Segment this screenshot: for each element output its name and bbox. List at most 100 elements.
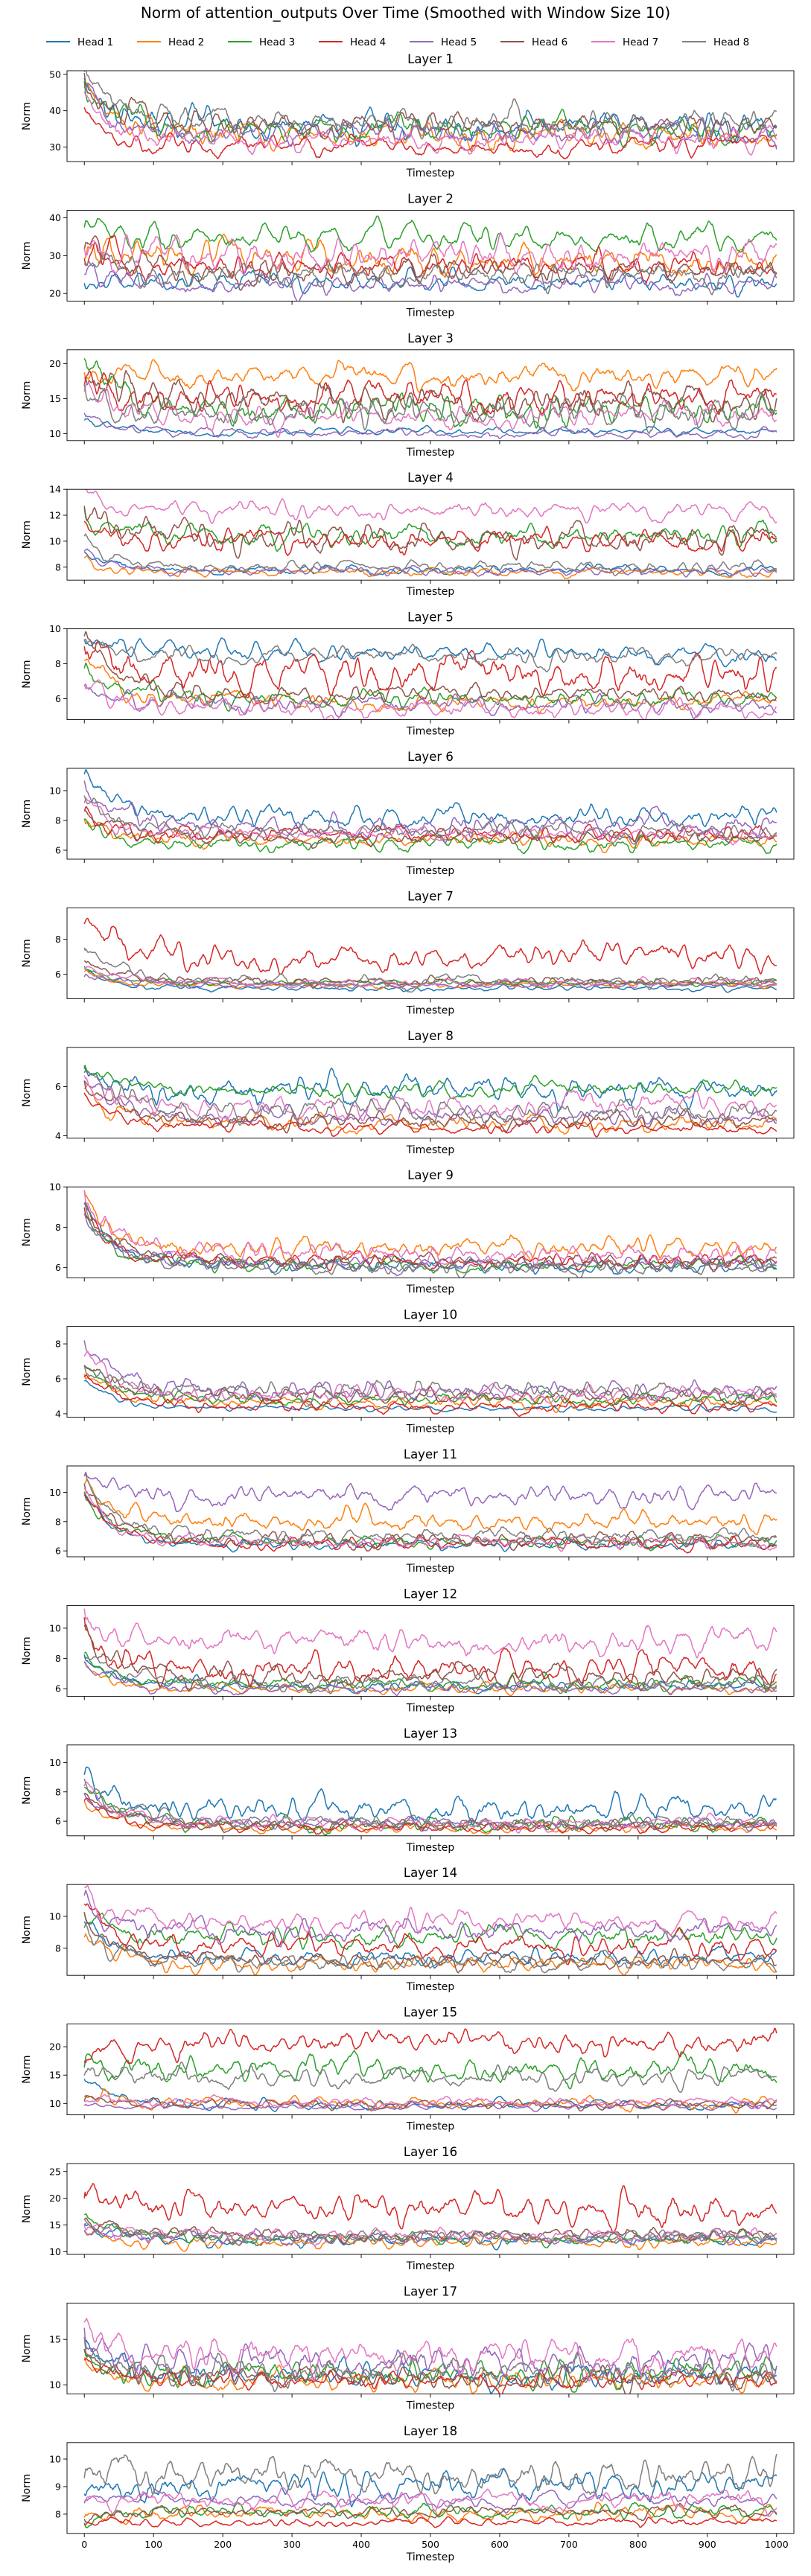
panel-title: Layer 1	[407, 52, 454, 66]
x-axis-label: Timestep	[406, 2551, 455, 2563]
series-line-head-8	[83, 2336, 777, 2393]
x-axis-label: Timestep	[406, 1563, 455, 1575]
series-line-head-6	[83, 1792, 777, 1834]
y-tick-label: 15	[49, 2219, 61, 2231]
y-tick-label: 10	[49, 2246, 61, 2257]
y-axis-label: Norm	[21, 2056, 33, 2084]
y-tick-label: 10	[49, 623, 61, 634]
x-tick-label: 900	[699, 2539, 716, 2550]
series-line-head-7	[83, 679, 777, 720]
series-group	[83, 215, 777, 302]
x-axis-label: Timestep	[406, 2400, 455, 2411]
series-line-head-3	[83, 1065, 777, 1100]
y-tick-label: 30	[49, 141, 61, 153]
series-group	[83, 917, 777, 993]
legend-label-2: Head 2	[168, 36, 204, 48]
series-line-head-1	[83, 77, 777, 147]
y-tick-label: 10	[49, 785, 61, 797]
panel-title: Layer 13	[404, 1727, 457, 1741]
x-axis-label: Timestep	[406, 2121, 455, 2133]
y-tick-label: 20	[49, 2041, 61, 2053]
x-axis-label: Timestep	[406, 586, 455, 598]
series-line-head-5	[83, 412, 777, 440]
series-line-head-7	[83, 1075, 777, 1121]
series-line-head-2	[83, 555, 777, 579]
series-line-head-8	[83, 1365, 777, 1407]
series-line-head-7	[83, 797, 777, 846]
series-line-head-4	[83, 1207, 777, 1272]
series-line-head-6	[83, 235, 777, 291]
panel-layer-6: Layer 6 6 8 10 Timestep Norm	[21, 750, 795, 877]
x-axis-label: Timestep	[406, 447, 455, 459]
y-tick-label: 10	[49, 2098, 61, 2109]
legend: Head 1 Head 2 Head 3 Head 4 Head 5 Head 6 Head…	[46, 36, 749, 48]
series-line-head-8	[83, 2062, 777, 2094]
y-tick-label: 25	[49, 2166, 61, 2177]
series-line-head-8	[83, 533, 777, 577]
y-tick-label: 10	[49, 1757, 61, 1768]
series-line-head-1	[83, 266, 777, 298]
y-tick-label: 6	[55, 845, 61, 856]
series-line-head-4	[83, 806, 777, 844]
series-line-head-3	[83, 1912, 777, 1953]
series-line-head-6	[83, 631, 777, 707]
y-axis-label: Norm	[21, 381, 33, 409]
panel-title: Layer 6	[407, 750, 454, 764]
y-tick-label: 6	[55, 969, 61, 980]
series-line-head-7	[83, 1884, 777, 1936]
panel-layer-9: Layer 9 6 8 10 Timestep Norm	[21, 1168, 795, 1295]
series-line-head-8	[83, 252, 777, 296]
series-line-head-3	[83, 1491, 777, 1552]
panel-layer-4: Layer 4 8 10 12 14 Timestep Norm	[21, 471, 795, 598]
series-line-head-6	[83, 1624, 777, 1692]
y-axis-label: Norm	[21, 939, 33, 967]
x-axis-label: Timestep	[406, 1424, 455, 1435]
x-axis-label: Timestep	[406, 2260, 455, 2272]
series-line-head-7	[85, 489, 777, 524]
series-line-head-8	[83, 71, 777, 140]
series-line-head-7	[83, 1488, 777, 1552]
y-tick-label: 10	[49, 2379, 61, 2391]
panel-title: Layer 5	[407, 610, 454, 625]
x-tick-label: 100	[144, 2539, 162, 2550]
series-line-head-3	[83, 662, 777, 712]
series-line-head-1	[83, 769, 777, 832]
panel-title: Layer 17	[404, 2284, 457, 2298]
series-line-head-3	[83, 818, 777, 855]
series-group	[83, 2317, 777, 2394]
series-line-head-4	[83, 1617, 777, 1689]
series-line-head-4	[83, 1374, 777, 1417]
x-tick-label: 200	[214, 2539, 232, 2550]
series-line-head-3	[83, 2502, 777, 2528]
panel-layer-11: Layer 11 6 8 10 Timestep Norm	[21, 1447, 795, 1575]
y-tick-label: 6	[55, 1546, 61, 1557]
series-line-head-2	[83, 658, 777, 714]
panel-title: Layer 2	[407, 191, 454, 205]
y-tick-label: 4	[55, 1408, 61, 1419]
series-line-head-2	[83, 1479, 777, 1535]
series-line-head-7	[83, 1608, 777, 1659]
y-tick-label: 8	[55, 1786, 61, 1797]
y-axis-label: Norm	[21, 1776, 33, 1805]
series-line-head-5	[83, 1471, 777, 1513]
series-line-head-7	[83, 1190, 777, 1269]
series-line-head-6	[83, 1912, 777, 1974]
panel-layer-1: Layer 1 30 40 50 Timestep Norm	[21, 52, 795, 179]
series-line-head-4	[83, 917, 777, 975]
legend-label-5: Head 5	[441, 36, 477, 48]
series-line-head-8	[83, 1778, 777, 1831]
panel-title: Layer 9	[407, 1168, 454, 1182]
series-line-head-6	[83, 2502, 777, 2523]
y-tick-label: 8	[55, 1516, 61, 1527]
y-tick-label: 10	[49, 1911, 61, 1922]
y-tick-label: 40	[49, 212, 61, 223]
series-line-head-8	[83, 383, 777, 435]
series-line-head-2	[83, 2502, 777, 2525]
x-axis-label: Timestep	[406, 726, 455, 738]
y-tick-label: 6	[55, 1081, 61, 1092]
panel-title: Layer 7	[407, 889, 454, 903]
series-line-head-3	[83, 508, 777, 552]
x-axis-label: Timestep	[406, 1981, 455, 1993]
series-line-head-5	[83, 1890, 777, 1948]
